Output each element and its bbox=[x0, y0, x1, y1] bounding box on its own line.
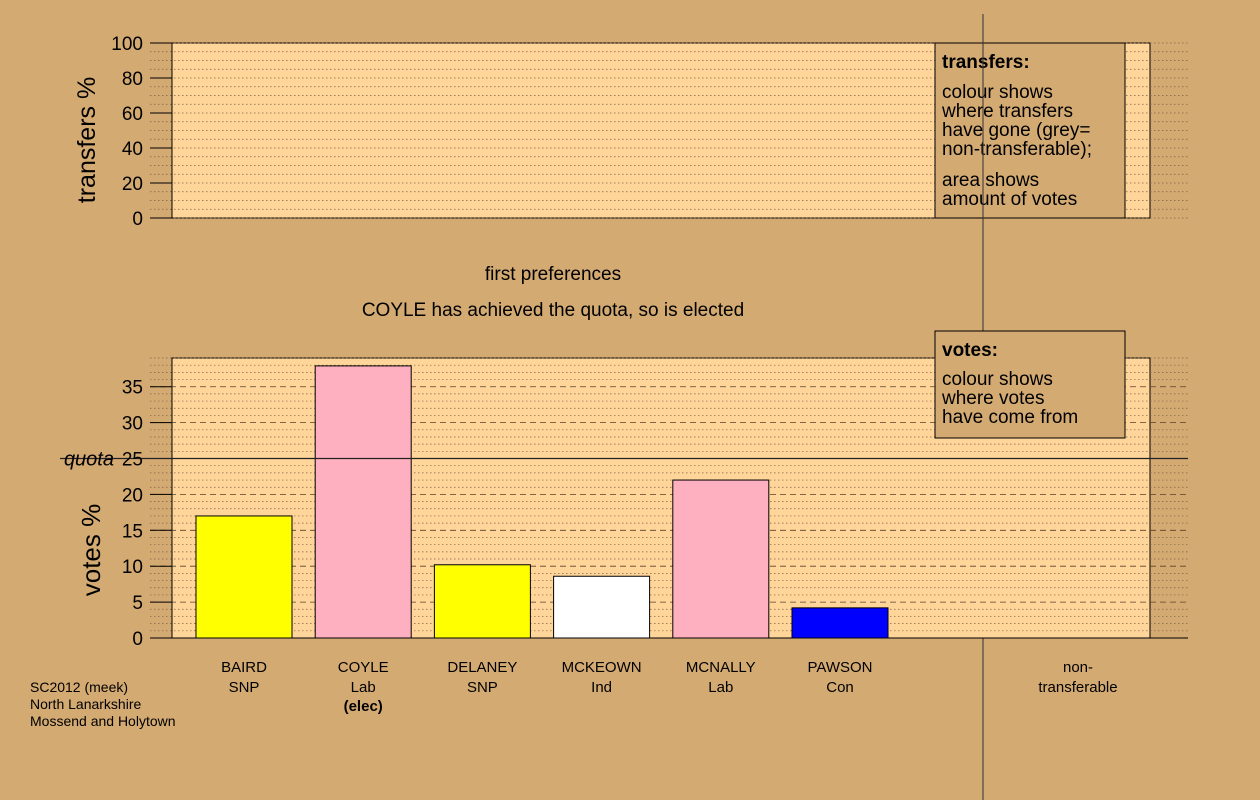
transfers-legend-line: non-transferable); bbox=[942, 139, 1092, 160]
votes-legend-box bbox=[934, 330, 1126, 439]
candidate-party: SNP bbox=[229, 679, 260, 696]
nontransferable-label: transferable bbox=[1038, 679, 1117, 696]
candidate-party: SNP bbox=[467, 679, 498, 696]
votes-legend-line: colour shows bbox=[942, 369, 1053, 390]
transfers-panel: 0 20 40 60 80 100 transfers % transfers: colo… bbox=[73, 34, 1188, 230]
candidate-name: PAWSON bbox=[807, 659, 872, 676]
transfers-legend-title: transfers: bbox=[942, 52, 1030, 73]
y-tick-label: 0 bbox=[132, 629, 143, 650]
votes-legend: votes: colour shows where votes have com… bbox=[934, 330, 1126, 439]
y-tick-label: 0 bbox=[132, 209, 143, 230]
nontransferable-label: non- bbox=[1063, 659, 1093, 676]
transfers-legend-line: amount of votes bbox=[942, 189, 1077, 210]
transfers-legend-line: colour shows bbox=[942, 82, 1053, 103]
quota-marker: quota 25 bbox=[60, 449, 1188, 471]
votes-panel: 0 5 10 15 20 30 35 quota 25 votes % votes: colo… bbox=[60, 330, 1188, 715]
y-tick-label: 100 bbox=[111, 34, 143, 55]
transfers-legend-box bbox=[934, 42, 1126, 219]
votes-y-label: votes % bbox=[76, 504, 106, 597]
y-tick-label: 10 bbox=[122, 557, 143, 578]
candidate-status: (elec) bbox=[344, 698, 383, 715]
footer-line: North Lanarkshire bbox=[30, 696, 141, 712]
candidate-name: DELANEY bbox=[447, 659, 517, 676]
transfers-y-label: transfers % bbox=[73, 77, 101, 203]
candidate-name: COYLE bbox=[338, 659, 389, 676]
transfers-legend-line: have gone (grey= bbox=[942, 120, 1090, 141]
candidate-party: Con bbox=[826, 679, 854, 696]
candidate-name: MCNALLY bbox=[686, 659, 756, 676]
bar-pawson bbox=[791, 607, 889, 639]
quota-value-label: 25 bbox=[122, 450, 143, 471]
stage-title: first preferences bbox=[485, 264, 621, 285]
votes-legend-line: where votes bbox=[941, 388, 1044, 409]
y-tick-label: 80 bbox=[122, 69, 143, 90]
y-tick-label: 20 bbox=[122, 485, 143, 506]
votes-legend-line: have come from bbox=[942, 407, 1078, 428]
transfers-legend-line: where transfers bbox=[941, 101, 1073, 122]
candidate-party: Lab bbox=[351, 679, 376, 696]
bar-mcnally bbox=[672, 479, 770, 639]
candidate-labels: BAIRD SNP COYLE Lab (elec) DELANEY SNP MCKEOWN I… bbox=[221, 659, 1118, 715]
quota-label: quota bbox=[64, 449, 114, 471]
transfers-legend-line: area shows bbox=[942, 170, 1039, 191]
votes-y-ticks: 0 5 10 15 20 30 35 bbox=[122, 378, 172, 650]
bar-coyle bbox=[314, 365, 412, 639]
transfers-legend: transfers: colour shows where transfers … bbox=[934, 42, 1126, 219]
bar-delaney bbox=[433, 564, 531, 639]
y-tick-label: 20 bbox=[122, 174, 143, 195]
bar-mckeown bbox=[553, 575, 651, 639]
y-tick-label: 35 bbox=[122, 378, 143, 399]
y-tick-label: 30 bbox=[122, 414, 143, 435]
votes-bars bbox=[195, 365, 889, 639]
footer: SC2012 (meek) North Lanarkshire Mossend … bbox=[30, 679, 176, 729]
candidate-party: Ind bbox=[591, 679, 612, 696]
candidate-party: Lab bbox=[708, 679, 733, 696]
footer-line: Mossend and Holytown bbox=[30, 713, 176, 729]
footer-line: SC2012 (meek) bbox=[30, 679, 128, 695]
y-tick-label: 60 bbox=[122, 104, 143, 125]
candidate-name: BAIRD bbox=[221, 659, 267, 676]
bar-baird bbox=[195, 515, 293, 639]
y-tick-label: 15 bbox=[122, 521, 143, 542]
candidate-name: MCKEOWN bbox=[562, 659, 642, 676]
status-text: COYLE has achieved the quota, so is elec… bbox=[362, 300, 744, 321]
y-tick-label: 5 bbox=[132, 593, 143, 614]
y-tick-label: 40 bbox=[122, 139, 143, 160]
transfers-y-ticks: 0 20 40 60 80 100 bbox=[111, 34, 172, 230]
votes-legend-title: votes: bbox=[942, 340, 998, 361]
